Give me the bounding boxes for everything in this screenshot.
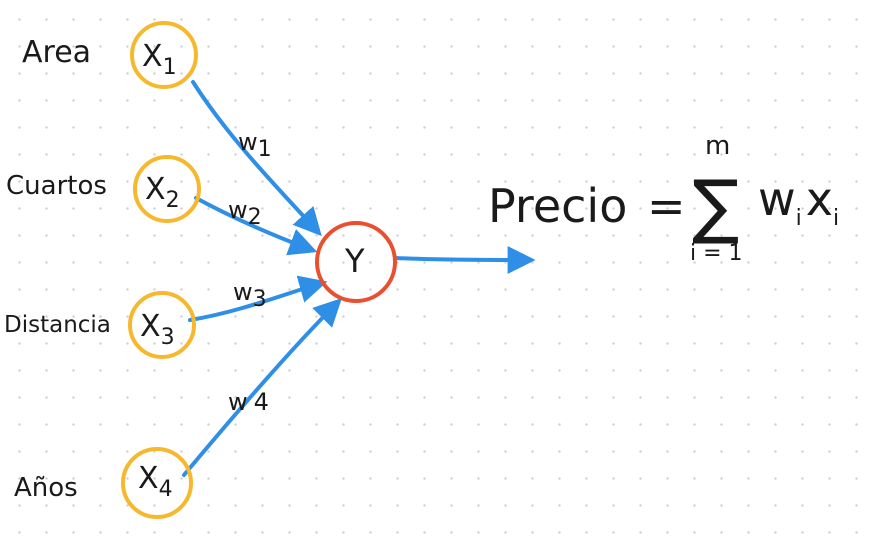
input-node-x4 [121,447,193,519]
weight-label-w1: w1 [238,128,272,162]
input-label-cuartos: Cuartos [6,171,107,201]
weight-label-w3: w3 [233,278,267,312]
output-node-y [315,221,397,303]
arrow-x1-to-y [191,80,322,237]
node-label-x4: X4 [138,461,173,502]
arrow-x4-to-y [182,298,342,477]
arrow-x2-to-y [194,196,318,256]
input-label-area: Area [22,35,91,70]
node-label-x2: X2 [145,172,180,213]
input-node-x2 [133,155,201,223]
input-label-distancia: Distancia [4,312,111,338]
formula-lhs: Precio [488,179,627,233]
sum-symbol: ∑ [692,165,739,247]
input-node-x1 [130,21,198,89]
node-label-y: Y [344,242,365,280]
formula-equals: = [647,179,686,233]
sum-upper-limit: m [705,131,730,161]
input-label-anos: Años [14,473,78,503]
sum-lower-limit: i = 1 [690,241,743,266]
input-node-x3 [128,291,196,359]
arrow-x3-to-y [188,275,328,322]
weight-label-w2: w2 [228,196,262,230]
formula-term: wixi [758,172,839,231]
node-label-x3: X3 [140,309,175,350]
arrow-y-to-output [393,245,536,274]
node-label-x1: X1 [142,39,177,80]
